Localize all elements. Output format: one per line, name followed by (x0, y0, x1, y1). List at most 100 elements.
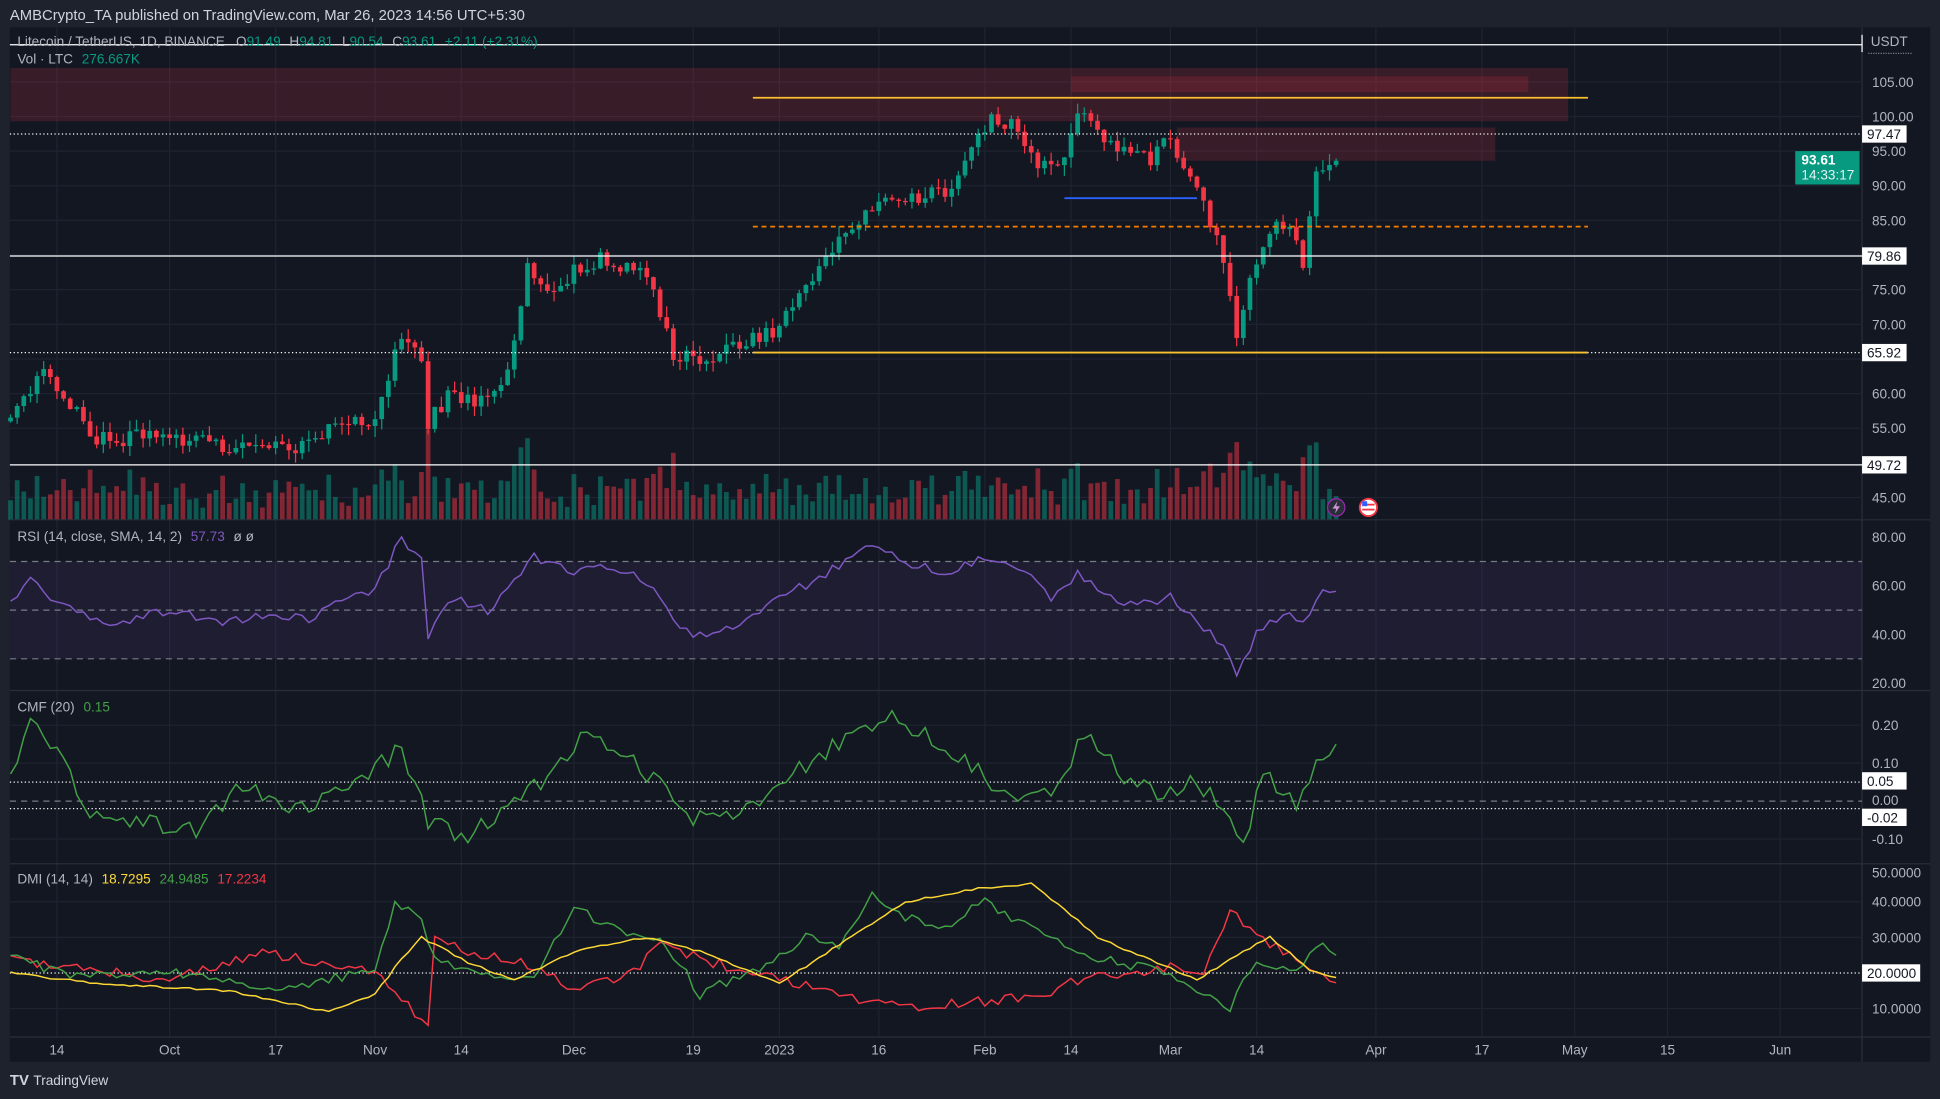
candle (677, 359, 683, 362)
volume-bar (737, 489, 742, 520)
candle (319, 438, 325, 440)
volume-bar (346, 505, 351, 520)
volume-bar (902, 497, 908, 520)
time-tick-label: Oct (159, 1042, 180, 1057)
candle (1022, 131, 1027, 147)
candle (896, 199, 902, 201)
volume-bar (213, 489, 219, 520)
symbol-legend[interactable]: Litecoin / TetherUS, 1D, BINANCE O91.49 … (17, 34, 537, 49)
price-axis-labels: 105.00 100.00 95.00 90.00 85.00 75.00 70.00 60.… (1862, 75, 1922, 1016)
trendlines[interactable] (752, 96, 1588, 354)
volume-bar (558, 496, 564, 520)
lightning-icon[interactable] (1326, 498, 1346, 517)
volume-bar (240, 483, 245, 520)
dmi-tick-label: 30.0000 (1872, 930, 1922, 945)
volume-bar (1134, 489, 1140, 520)
level-label-box (1862, 125, 1907, 143)
candle (180, 434, 186, 446)
cmf-legend[interactable]: CMF (20) 0.15 (17, 700, 110, 715)
volume-legend[interactable]: Vol · LTC 276.667K (17, 51, 140, 66)
chart-area[interactable] (9, 27, 1931, 1062)
candle (472, 394, 477, 407)
volume-bar (617, 488, 623, 520)
candle (1148, 151, 1153, 166)
price-tick-label: 90.00 (1872, 179, 1906, 194)
resistance-zone[interactable] (10, 67, 1569, 122)
candle (379, 396, 385, 420)
candle (352, 416, 358, 425)
volume-bar (1320, 499, 1326, 520)
volume-bar (1101, 481, 1107, 520)
candle (127, 431, 133, 447)
candle (1048, 160, 1054, 165)
candle (1333, 160, 1339, 165)
candle (1062, 157, 1067, 166)
candle (1042, 160, 1047, 169)
price-scale[interactable] (1862, 27, 1931, 1062)
volume-bar (1214, 487, 1220, 520)
volume-bar (392, 464, 398, 520)
volume-bar (869, 503, 875, 520)
candle (889, 197, 895, 200)
volume-bar (816, 482, 822, 520)
time-tick-label: 16 (871, 1042, 886, 1057)
candle (279, 441, 285, 445)
candle (160, 434, 166, 438)
dmi-tick-label: 10.0000 (1872, 1001, 1922, 1016)
volume-bar (193, 498, 199, 520)
candle (187, 440, 192, 446)
candle (21, 396, 27, 406)
cmf-tick-label: 0.00 (1872, 793, 1899, 808)
volume-bar (611, 486, 617, 520)
candle (863, 210, 868, 225)
candle (1254, 264, 1259, 278)
volume-bar (465, 482, 471, 520)
rsi-tick-label: 40.00 (1872, 627, 1906, 642)
volume-bar (107, 492, 113, 520)
candle (816, 266, 822, 282)
candle (1234, 295, 1240, 339)
volume-bar (518, 447, 524, 520)
candle (74, 407, 80, 410)
tradingview-logo[interactable]: TV TradingView (10, 1073, 108, 1089)
resistance-zone[interactable] (1071, 76, 1529, 93)
candle (359, 416, 365, 426)
candle (1002, 124, 1008, 129)
volume-bar (1221, 472, 1226, 520)
volume-bar (889, 502, 895, 520)
volume-bar (1028, 497, 1034, 520)
volume-bar (849, 494, 855, 520)
volume-bar (1141, 503, 1147, 520)
volume-bar (571, 474, 577, 520)
volume-bar (266, 492, 272, 520)
candle (1134, 151, 1140, 153)
volume-bar (1174, 467, 1180, 520)
level-label-box (1862, 343, 1907, 362)
low-label: L (342, 34, 350, 49)
volume-bar (1108, 501, 1114, 520)
candle (154, 430, 159, 438)
dmi-title: DMI (14, 14) (17, 872, 93, 887)
volume-bar (173, 487, 179, 520)
rsi-legend[interactable]: RSI (14, close, SMA, 14, 2) 57.73 ø ø (17, 529, 254, 544)
volume-bar (644, 478, 650, 520)
dmi-legend[interactable]: DMI (14, 14) 18.7295 24.9485 17.2234 (17, 872, 267, 887)
resistance-zone[interactable] (1177, 127, 1496, 161)
volume-bar (730, 499, 736, 520)
candle (584, 269, 590, 273)
candle (41, 368, 47, 377)
candle (147, 430, 153, 439)
volume-bar (260, 507, 265, 520)
us-flag-icon[interactable] (1358, 497, 1378, 518)
time-tick-label: May (1562, 1042, 1588, 1057)
volume-bar (385, 480, 391, 520)
candle (505, 369, 510, 386)
time-tick-label: Apr (1365, 1042, 1387, 1057)
candle (207, 435, 212, 442)
currency-label[interactable]: USDT (1871, 34, 1908, 49)
rsi-value: 57.73 (191, 529, 225, 544)
candle (564, 283, 570, 286)
volume-bar (492, 498, 497, 520)
volume-bar (200, 507, 206, 520)
